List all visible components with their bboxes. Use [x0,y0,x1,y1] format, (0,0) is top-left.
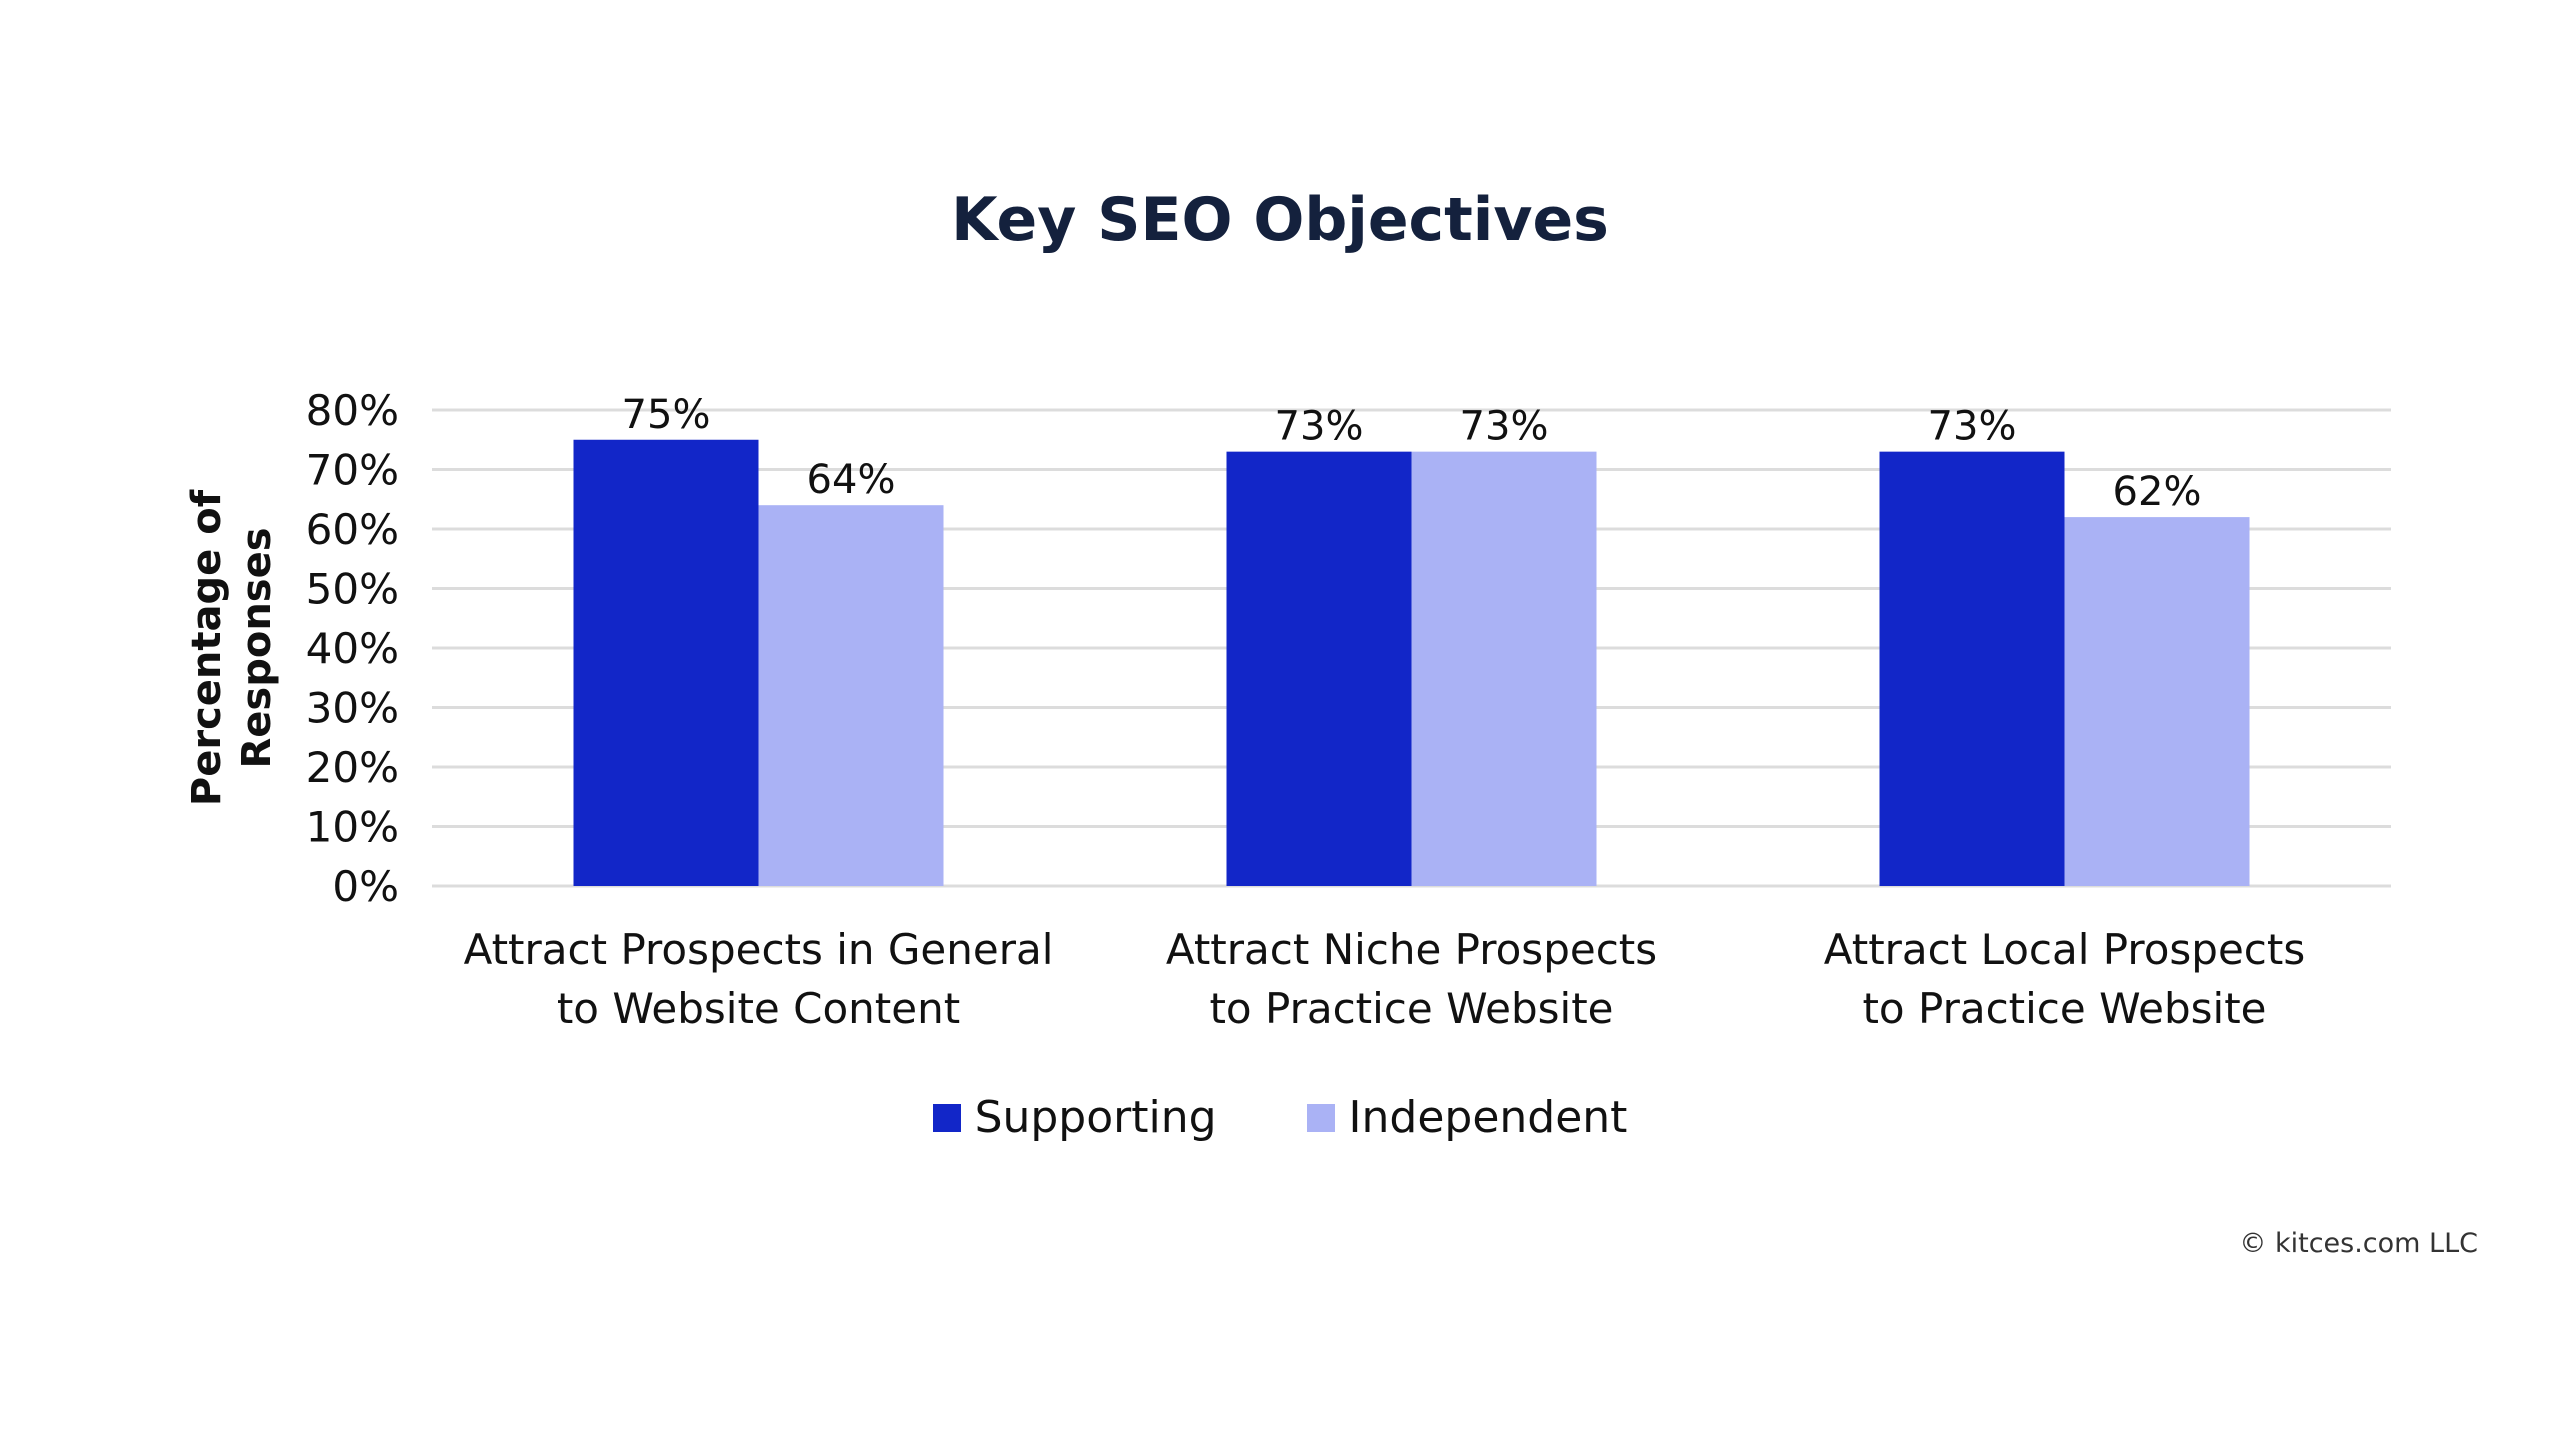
bar-supporting [1879,451,2065,886]
y-axis-label-line: Percentage of [184,489,230,806]
x-tick-label: Attract Niche Prospects [1166,925,1657,974]
y-tick-label: 0% [332,862,399,911]
bar-supporting [1226,451,1412,886]
legend-label-independent: Independent [1348,1092,1628,1143]
y-axis-label: Percentage of Responses [184,489,280,806]
bar-independent [758,505,944,886]
legend-swatch-independent [1306,1103,1335,1132]
legend-label-supporting: Supporting [974,1092,1217,1143]
y-tick-label: 30% [306,684,399,733]
x-tick-label: to Practice Website [1862,984,2266,1033]
data-label: 62% [2113,469,2202,515]
y-tick-label: 80% [306,386,399,435]
data-label: 75% [622,392,711,438]
bar-independent [1411,451,1597,886]
data-label: 73% [1928,404,2017,450]
legend-item-supporting: Supporting [932,1092,1217,1143]
y-tick-label: 60% [306,505,399,554]
y-axis-label-line: Responses [234,527,280,768]
y-tick-label: 50% [306,565,399,614]
chart-title: Key SEO Objectives [951,185,1609,255]
y-tick-label: 10% [306,803,399,852]
y-tick-label: 70% [306,446,399,495]
x-tick-label: to Practice Website [1209,984,1613,1033]
data-label: 64% [807,457,896,503]
bar-supporting [573,439,759,886]
y-tick-label: 40% [306,624,399,673]
x-tick-label: to Website Content [557,984,960,1033]
x-tick-label: Attract Prospects in General [464,925,1054,974]
copyright: © kitces.com LLC [2239,1228,2478,1259]
y-tick-label: 20% [306,743,399,792]
bar-independent [2064,517,2250,886]
legend-swatch-supporting [932,1103,961,1132]
x-tick-label: Attract Local Prospects [1824,925,2306,974]
legend: Supporting Independent [0,1092,2560,1143]
data-label: 73% [1460,404,1549,450]
legend-item-independent: Independent [1306,1092,1628,1143]
data-label: 73% [1275,404,1364,450]
